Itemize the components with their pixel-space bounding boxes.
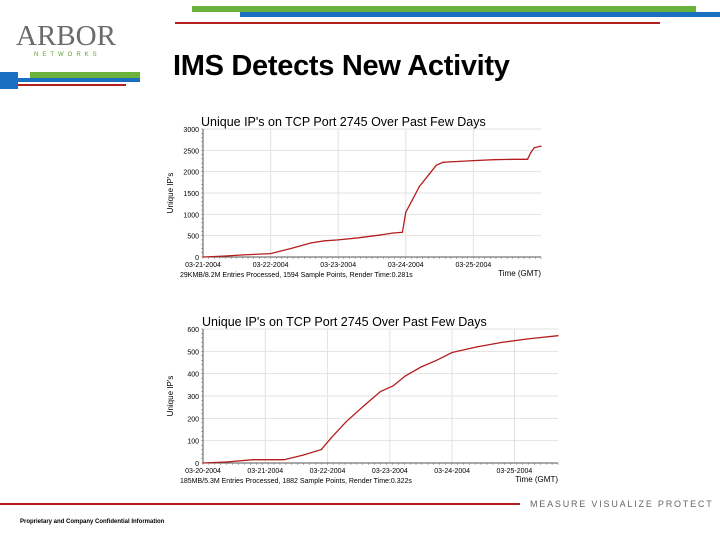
chart-1-data-point — [324, 240, 326, 242]
chart-1-ytick-label: 2000 — [183, 170, 199, 177]
chart-2-data-point — [420, 366, 422, 368]
chart-1-ytick-label: 1000 — [183, 212, 199, 219]
chart-1-data-point — [401, 231, 403, 233]
chart-1-data-point — [435, 164, 437, 166]
left-red-line — [18, 84, 126, 86]
chart-2-ytick-label: 300 — [187, 394, 199, 401]
left-green-bar — [30, 72, 140, 78]
chart-2-data-point — [436, 359, 438, 361]
chart-2-ytick-label: 0 — [195, 461, 199, 468]
chart-2-data-point — [451, 351, 453, 354]
chart-1-data-point — [533, 147, 535, 149]
chart-1-data-point — [442, 161, 444, 163]
chart-1-data-point — [357, 237, 360, 239]
chart-1-xtick-label: 03-22-2004 — [253, 262, 289, 269]
chart-2-xtick-label: 03-20-2004 — [185, 468, 221, 475]
chart-1-data-point — [412, 198, 414, 200]
chart-2-series-line — [202, 335, 559, 464]
chart-2-xtick-label: 03-22-2004 — [310, 468, 346, 475]
header-green-bar — [192, 6, 696, 12]
chart-2-ytick-label: 500 — [187, 349, 199, 356]
chart-2-data-point — [302, 454, 304, 456]
chart-1-ytick-label: 0 — [195, 255, 199, 262]
chart-2-data-point — [392, 385, 394, 387]
left-blue-bar — [0, 72, 18, 89]
chart-1-title: Unique IP's on TCP Port 2745 Over Past F… — [201, 115, 486, 129]
chart-1-xtick-label: 03-21-2004 — [185, 262, 221, 269]
chart-2-ytick-label: 400 — [187, 372, 199, 379]
chart-1-xlabel: Time (GMT) — [498, 269, 541, 278]
chart-1-data-point — [310, 242, 312, 244]
chart-1-ytick-label: 1500 — [183, 191, 199, 198]
chart-2-data-point — [557, 335, 559, 337]
chart-1-data-point — [290, 247, 292, 250]
chart-bottom: Unique IP's on TCP Port 2745 Over Past F… — [166, 315, 559, 485]
chart-1-data-point — [337, 239, 339, 241]
chart-1-ytick-label: 500 — [187, 234, 199, 241]
chart-2-data-point — [526, 338, 528, 340]
chart-1-data-point — [493, 159, 495, 161]
chart-2-data-point — [404, 375, 406, 377]
confidential-note: Proprietary and Company Confidential Inf… — [20, 519, 165, 525]
chart-1-data-point — [540, 145, 542, 147]
logo-subtext: NETWORKS — [34, 52, 101, 58]
chart-1-ytick-label: 2500 — [183, 148, 199, 155]
chart-2-xtick-label: 03-24-2004 — [434, 468, 470, 475]
chart-2-ytick-label: 100 — [187, 439, 199, 446]
header-blue-bar — [240, 12, 720, 17]
chart-1-data-point — [270, 253, 272, 255]
chart-1-ylabel: Unique IP's — [166, 173, 175, 214]
chart-1-data-point — [530, 151, 532, 154]
chart-2-data-point — [202, 462, 204, 464]
chart-1-data-point — [472, 160, 474, 162]
chart-2-data-point — [364, 404, 366, 406]
chart-2-data-point — [283, 459, 285, 461]
chart-1-data-point — [526, 158, 529, 160]
chart-1-footer: 29KMB/8.2M Entries Processed, 1594 Sampl… — [180, 272, 413, 279]
chart-2-xtick-label: 03-23-2004 — [372, 468, 408, 475]
chart-2-ylabel: Unique IP's — [166, 376, 175, 417]
chart-1-data-point — [222, 255, 224, 257]
chart-2-xtick-label: 03-25-2004 — [496, 468, 532, 475]
chart-1-data-point — [243, 254, 245, 256]
footer-red-line — [0, 503, 520, 505]
chart-2-xtick-label: 03-21-2004 — [247, 468, 283, 475]
chart-1-data-point — [391, 232, 393, 234]
chart-1-series-line — [202, 145, 542, 258]
chart-2-ytick-label: 600 — [187, 327, 199, 334]
chart-2-data-point — [330, 437, 332, 439]
chart-2-footer: 185MB/5.3M Entries Processed, 1882 Sampl… — [180, 478, 412, 485]
chart-top: Unique IP's on TCP Port 2745 Over Past F… — [166, 115, 542, 279]
chart-1-data-point — [513, 158, 515, 160]
chart-1-data-point — [459, 160, 461, 162]
chart-2-data-point — [227, 461, 229, 463]
chart-1-data-point — [449, 161, 451, 163]
left-blue-strip — [18, 78, 140, 82]
chart-1-data-point — [428, 173, 431, 175]
page-title: IMS Detects New Activity — [173, 50, 510, 82]
chart-2-data-point — [476, 346, 478, 348]
chart-2-data-point — [252, 459, 254, 461]
chart-1-xtick-label: 03-25-2004 — [455, 262, 491, 269]
chart-1-data-point — [202, 256, 204, 258]
chart-1-ytick-label: 3000 — [183, 127, 199, 134]
chart-2-data-point — [379, 390, 382, 393]
chart-1-xtick-label: 03-23-2004 — [320, 262, 356, 269]
chart-2-data-point — [345, 421, 347, 423]
chart-2-ytick-label: 200 — [187, 416, 199, 423]
logo-wordmark: ARBOR — [16, 20, 116, 52]
chart-2-title: Unique IP's on TCP Port 2745 Over Past F… — [202, 315, 487, 329]
header-red-line — [175, 22, 660, 24]
chart-1-data-point — [418, 186, 420, 188]
chart-2-xlabel: Time (GMT) — [515, 475, 558, 484]
chart-2-data-point — [501, 341, 503, 343]
chart-1-data-point — [378, 234, 380, 236]
chart-2-data-point — [320, 449, 322, 451]
chart-1-data-point — [405, 211, 407, 213]
tagline: MEASURE VISUALIZE PROTECT — [530, 499, 714, 509]
chart-1-xtick-label: 03-24-2004 — [388, 262, 424, 269]
